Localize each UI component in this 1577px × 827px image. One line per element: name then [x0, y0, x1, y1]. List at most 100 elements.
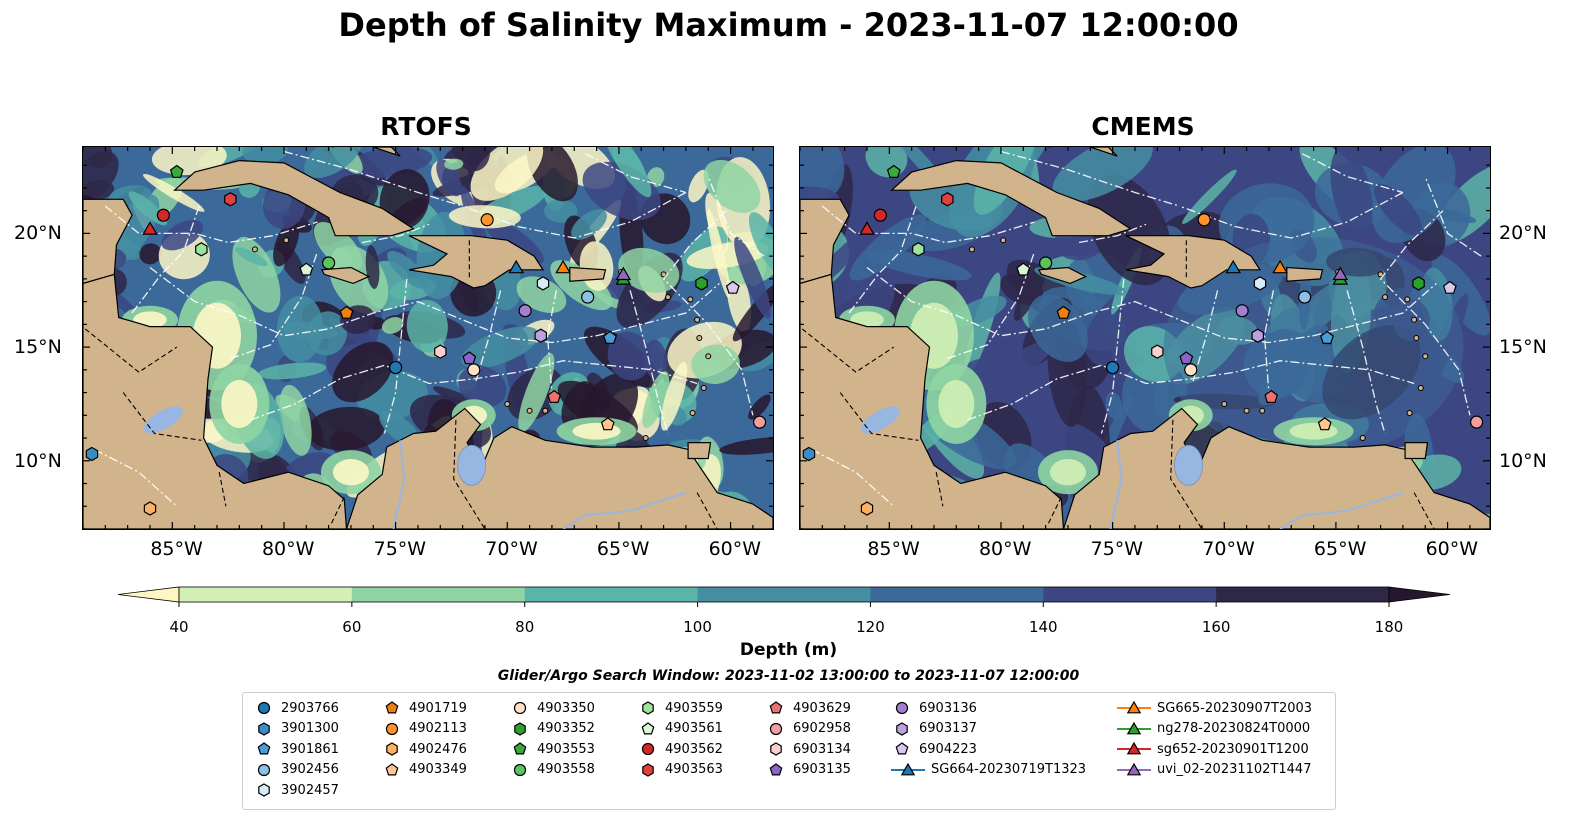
- colorbar-segment: [697, 587, 871, 602]
- observation-sg664-20230719t1323: [1225, 259, 1242, 274]
- lake-nicaragua: [143, 406, 183, 434]
- lake-maracaibo: [1174, 444, 1203, 486]
- country-borders: [801, 240, 1435, 529]
- legend-marker-hexagon: [642, 701, 654, 715]
- lat-label-left-20n: 20°N: [14, 222, 62, 244]
- observation-sg652-20230901t1200: [859, 221, 875, 235]
- figure-title: Depth of Salinity Maximum - 2023-11-07 1…: [338, 6, 1239, 44]
- legend-marker-circle: [641, 742, 655, 756]
- observation-3901861: [1320, 330, 1334, 344]
- search-window-caption: Glider/Argo Search Window: 2023-11-02 13…: [497, 668, 1080, 684]
- observation-4902476: [860, 501, 874, 516]
- rivers: [1109, 440, 1404, 529]
- panel-title-rtofs: RTOFS: [380, 112, 472, 141]
- legend-label: 3902457: [281, 782, 339, 798]
- map-panel-rtofs[interactable]: [82, 146, 774, 530]
- legend-marker-pentagon: [385, 701, 399, 714]
- observation-4903352: [695, 276, 708, 291]
- colorbar-tick-40: 40: [169, 618, 189, 636]
- observation-4903562: [873, 208, 887, 222]
- observation-3902457: [1253, 276, 1267, 291]
- observation-4903559: [912, 242, 925, 257]
- colorbar-tick-120: 120: [856, 618, 885, 636]
- legend: 2903766 3901300 3901861 3902456 3902457 49017…: [242, 692, 1336, 810]
- colorbar-segment: [351, 587, 526, 602]
- legend-label: SG664-20230719T1323: [931, 762, 1087, 777]
- legend-label: 4903562: [665, 741, 723, 757]
- legend-item-4903563: 4903563: [637, 761, 723, 779]
- legend-item-6903134: 6903134: [765, 740, 851, 758]
- observation-4903553: [886, 164, 901, 178]
- legend-item-ng278-20230824t0000: ng278-20230824T0000: [1117, 720, 1310, 738]
- legend-item-6902958: 6902958: [765, 720, 851, 738]
- legend-marker-circle: [385, 722, 399, 735]
- legend-label: 4903553: [537, 741, 595, 757]
- legend-item-6903136: 6903136: [891, 699, 977, 717]
- observation-4903559: [195, 242, 208, 257]
- observation-4901719: [339, 305, 354, 319]
- legend-item-4903559: 4903559: [637, 699, 723, 717]
- colorbar-segment: [524, 587, 699, 602]
- observation-6902958: [753, 415, 767, 429]
- legend-label: sg652-20230901T1200: [1157, 741, 1309, 757]
- lon-label-rtofs-65w: 65°W: [596, 538, 650, 560]
- legend-label: 4903563: [665, 762, 723, 777]
- observation-4903563: [224, 192, 237, 207]
- legend-marker-pentagon: [513, 742, 527, 755]
- legend-label: 6903134: [793, 741, 851, 757]
- observation-4903558: [322, 256, 336, 270]
- observation-6904223: [725, 280, 740, 294]
- legend-label: 4903559: [665, 700, 723, 716]
- map-panel-cmems[interactable]: [799, 146, 1491, 530]
- legend-item-3901861: 3901861: [253, 740, 339, 758]
- observation-sg652-20230901t1200: [142, 221, 158, 235]
- legend-label: 3902456: [281, 762, 339, 777]
- observation-markers: [802, 164, 1484, 516]
- legend-label: 4903350: [537, 700, 595, 716]
- colorbar-extend-low: [117, 586, 180, 603]
- observation-4903629: [1264, 389, 1279, 403]
- legend-label: 4903352: [537, 721, 595, 736]
- observation-3902456: [1298, 290, 1312, 304]
- rivers: [392, 440, 687, 529]
- lon-label-cmems-70w: 70°W: [1202, 538, 1255, 560]
- colorbar-segment: [1216, 587, 1390, 602]
- legend-item-4903553: 4903553: [509, 740, 595, 758]
- legend-item-4903629: 4903629: [765, 699, 851, 717]
- legend-marker-triangle: [1126, 741, 1142, 755]
- observation-uvi_02-20231102t1447: [1332, 266, 1349, 281]
- legend-marker-circle: [513, 701, 527, 715]
- legend-marker-circle: [895, 701, 909, 715]
- legend-marker-hexagon: [896, 721, 908, 736]
- legend-label: 6902958: [793, 721, 851, 736]
- legend-marker-pentagon: [895, 742, 909, 755]
- legend-item-6904223: 6904223: [891, 740, 977, 758]
- observation-4903562: [156, 208, 170, 222]
- lon-label-cmems-60w: 60°W: [1425, 538, 1479, 560]
- legend-label: 4902113: [409, 721, 467, 736]
- legend-marker-circle: [257, 763, 271, 776]
- legend-item-4903352: 4903352: [509, 720, 595, 738]
- legend-marker-hexagon: [642, 762, 654, 777]
- legend-label: ng278-20230824T0000: [1157, 721, 1311, 736]
- legend-marker-pentagon: [385, 762, 399, 775]
- observation-4903352: [1412, 276, 1425, 291]
- lat-label-right-10n: 10°N: [1499, 450, 1547, 472]
- lat-label-left-15n: 15°N: [14, 336, 62, 358]
- legend-item-3902456: 3902456: [253, 761, 339, 779]
- legend-label: 4902476: [409, 741, 467, 757]
- observation-4903563: [941, 192, 954, 207]
- legend-label: uvi_02-20231102T1447: [1157, 762, 1312, 777]
- legend-marker-pentagon: [769, 701, 783, 714]
- observation-4903629: [547, 389, 562, 403]
- colorbar-extend-high: [1388, 586, 1451, 603]
- observation-3902457: [536, 276, 550, 291]
- colorbar-label: Depth (m): [739, 640, 838, 660]
- lon-label-rtofs-75w: 75°W: [373, 538, 427, 560]
- legend-label: 3901300: [281, 721, 339, 736]
- observation-4903350: [467, 363, 481, 377]
- observation-6902958: [1470, 415, 1484, 429]
- observation-3901300: [802, 446, 816, 462]
- legend-item-uvi_02-20231102t1447: uvi_02-20231102T1447: [1117, 761, 1311, 779]
- legend-marker-circle: [769, 722, 783, 735]
